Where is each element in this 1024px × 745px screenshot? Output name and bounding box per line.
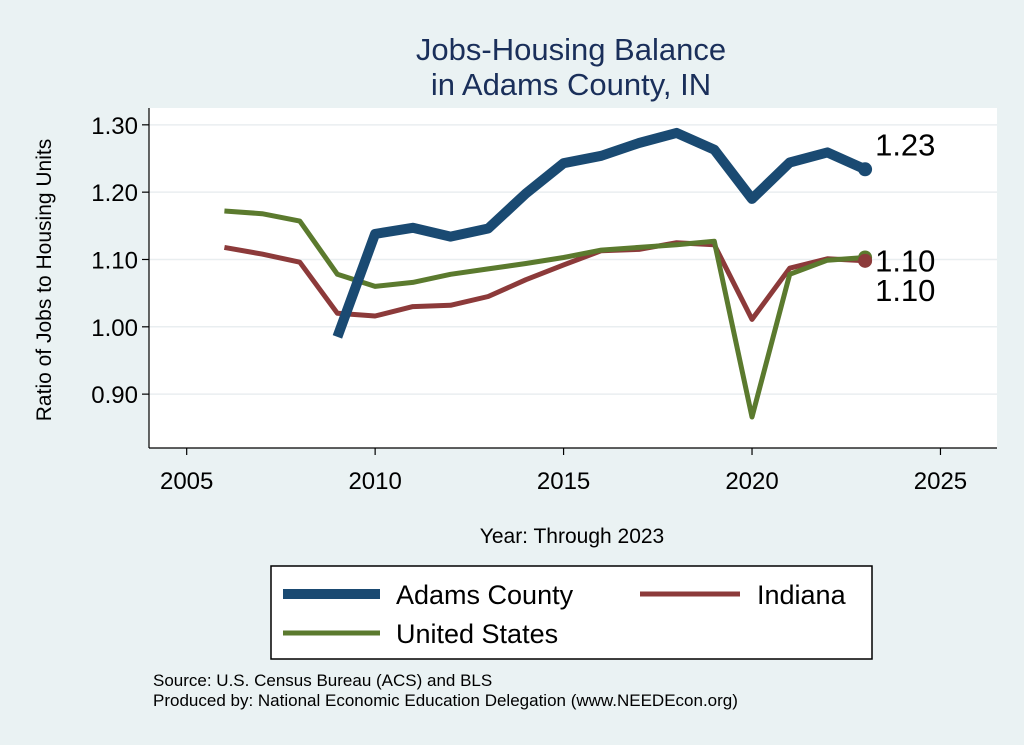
series-lines — [223, 127, 868, 420]
source-line: Source: U.S. Census Bureau (ACS) and BLS — [153, 671, 493, 690]
y-tick-label: 1.00 — [91, 315, 138, 342]
x-tick-label: 2010 — [348, 468, 401, 495]
y-axis-title: Ratio of Jobs to Housing Units — [33, 139, 56, 421]
producer-line: Produced by: National Economic Education… — [153, 691, 738, 710]
y-tick-label: 1.30 — [91, 113, 138, 140]
x-tick-label: 2025 — [914, 468, 967, 495]
x-tick-label: 2020 — [725, 468, 778, 495]
legend-label-indiana: Indiana — [757, 580, 847, 610]
end-labels: 1.23 1.101.10 — [858, 127, 935, 308]
x-tick-label: 2005 — [160, 468, 213, 495]
series-line-adams-county — [332, 127, 868, 339]
end-label-indiana: 1.10 — [875, 273, 935, 308]
y-tick-label: 1.10 — [91, 247, 138, 274]
end-label-adams-county: 1.23 — [875, 127, 935, 162]
x-tick-label: 2015 — [537, 468, 590, 495]
x-axis-title: Year: Through 2023 — [480, 525, 665, 548]
chart-title-line-2: in Adams County, IN — [431, 67, 711, 102]
axes: 0.90 1.00 1.10 1.20 1.30 2005 2010 2015 2020 2025 — [91, 108, 997, 495]
series-line-united-states — [224, 208, 866, 420]
end-label-united-states: 1.10 — [875, 243, 935, 278]
series-line-indiana — [223, 240, 866, 322]
y-tick-label: 1.20 — [91, 180, 138, 207]
end-marker-adams-county — [858, 162, 873, 177]
legend: Adams County Indiana United States — [270, 565, 873, 660]
source-note: Source: U.S. Census Bureau (ACS) and BLS… — [153, 671, 738, 711]
chart-title-line-1: Jobs-Housing Balance — [416, 32, 726, 67]
legend-label-united-states: United States — [396, 619, 558, 649]
end-marker-indiana — [858, 253, 873, 268]
y-tick-label: 0.90 — [91, 382, 138, 409]
legend-label-adams-county: Adams County — [396, 580, 574, 610]
legend-box — [270, 565, 873, 660]
